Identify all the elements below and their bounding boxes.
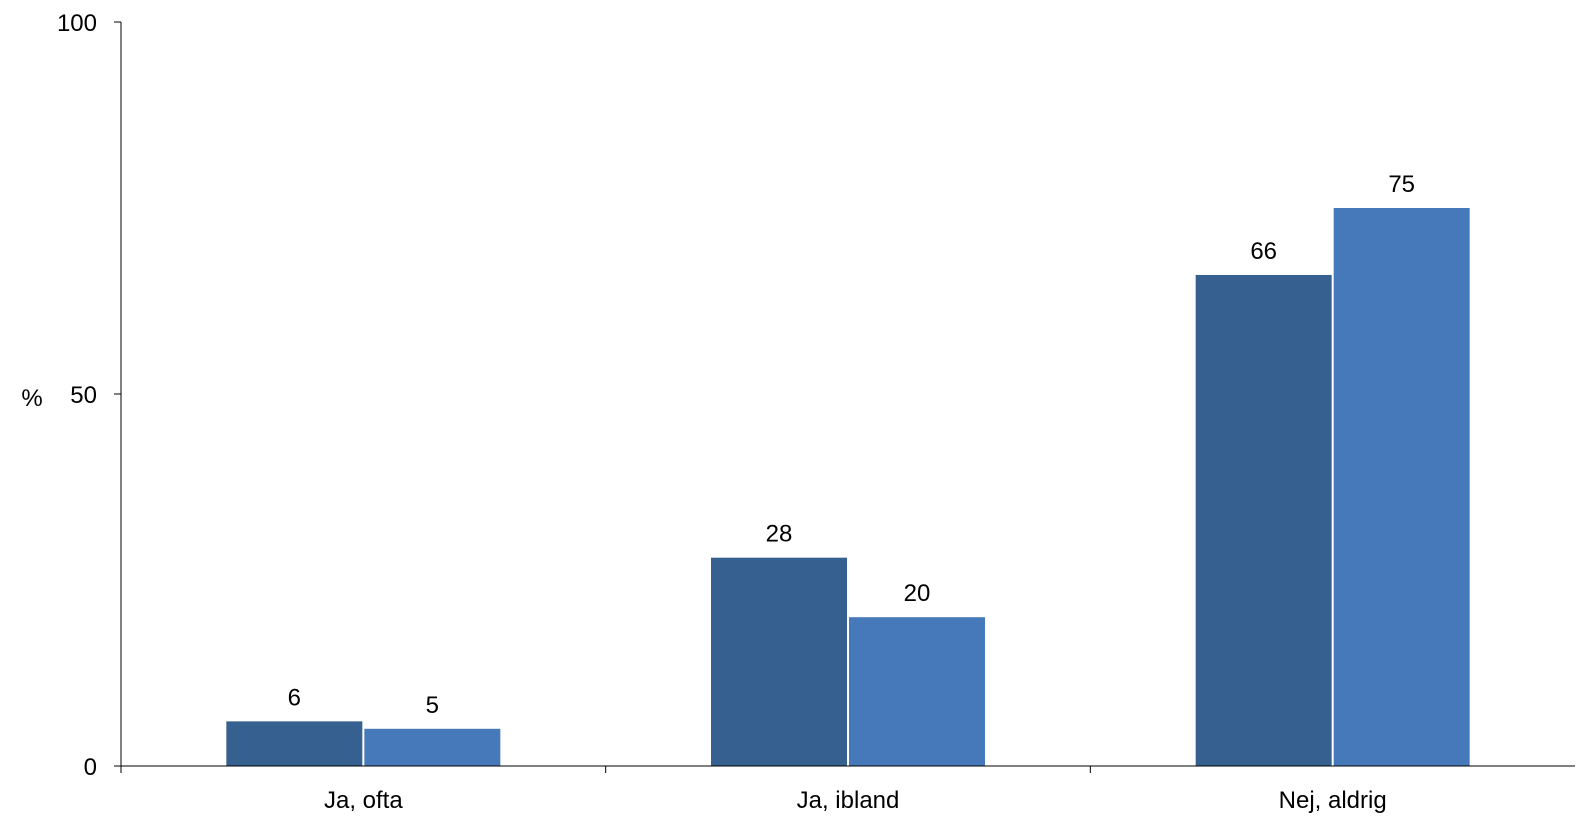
data-label: 6 [288, 684, 301, 711]
y-tick-label: 100 [57, 10, 97, 37]
x-tick-label: Nej, aldrig [1279, 787, 1387, 814]
data-label: 75 [1388, 171, 1415, 198]
y-tick-label: 0 [84, 754, 97, 781]
bar [711, 557, 847, 766]
bar [226, 721, 363, 766]
bar [364, 728, 501, 766]
data-label: 28 [766, 521, 793, 548]
y-tick-label: 50 [70, 382, 97, 409]
y-axis-label: % [21, 385, 42, 412]
data-label: 66 [1250, 238, 1277, 265]
x-tick-label: Ja, ofta [324, 787, 403, 814]
plot-area: 0 50 100 Ja, ofta 6 5 Ja, ibland 28 20 Nej, aldri… [57, 10, 1470, 814]
x-tick-label: Ja, ibland [797, 787, 900, 814]
data-label: 20 [904, 580, 931, 607]
bar [849, 617, 985, 766]
bar [1195, 274, 1332, 766]
bar [1333, 208, 1470, 766]
data-label: 5 [426, 692, 439, 719]
